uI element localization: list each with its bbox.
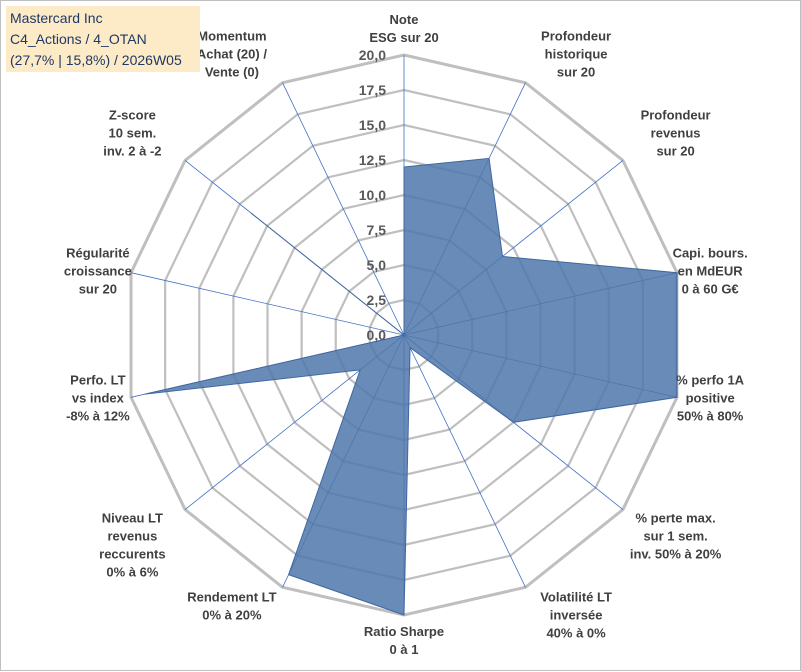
axis-label: Profondeur [641, 108, 711, 123]
axis-label: sur 1 sem. [643, 528, 707, 543]
tick-label: 10,0 [359, 187, 386, 203]
axis-label: % perte max. [636, 510, 716, 525]
axis-label: sur 20 [79, 281, 117, 296]
tick-label: 15,0 [359, 117, 386, 133]
axis-label: Vente (0) [205, 64, 259, 79]
tick-label: 12,5 [359, 152, 386, 168]
axis-label: revenus [107, 528, 157, 543]
axis-label: inv. 50% à 20% [630, 546, 722, 561]
category: C4_Actions / 4_OTAN [10, 31, 147, 47]
axis-label: positive [686, 391, 735, 406]
axis-label: Z-score [109, 108, 156, 123]
axis-label: -8% à 12% [66, 409, 130, 424]
title-box: Mastercard Inc C4_Actions / 4_OTAN (27,7… [6, 6, 200, 72]
axis-label: % perfo 1A [676, 373, 745, 388]
axis-label: Volatilité LT [540, 590, 612, 605]
axis-label: sur 20 [557, 64, 595, 79]
axis-label: 0% à 6% [106, 564, 158, 579]
axis-label: historique [545, 46, 608, 61]
axis-label: en MdEUR [678, 263, 744, 278]
axis-label: Note [390, 12, 419, 27]
axis-spoke [403, 334, 526, 588]
axis-label: 0 à 60 G€ [682, 281, 739, 296]
axis-labels: Note ESG sur 20 Profondeur historique sur 20… [64, 12, 748, 657]
axis-label: 10 sem. [109, 126, 157, 141]
axis-label: revenus [651, 126, 701, 141]
tick-label: 0,0 [367, 327, 387, 343]
axis-label: vs index [72, 391, 125, 406]
axis-label: 50% à 80% [677, 409, 744, 424]
axis-label: Profondeur [541, 28, 611, 43]
axis-label: inversée [550, 608, 603, 623]
axis-label: 0% à 20% [202, 608, 262, 623]
axis-label: Perfo. LT [70, 373, 125, 388]
axis-label: 40% à 0% [546, 626, 606, 641]
axis-label: ESG sur 20 [369, 30, 438, 45]
company-name: Mastercard Inc [10, 10, 103, 26]
axis-label: Régularité [66, 245, 130, 260]
axis-label: reccurents [99, 546, 165, 561]
axis-label: 0 à 1 [390, 642, 419, 657]
axis-label: Capi. bours. [673, 245, 748, 260]
radial-tick-labels: 0,0 2,5 5,0 7,5 10,0 12,5 15,0 17,5 20,0 [359, 47, 386, 343]
axis-label: inv. 2 à -2 [103, 144, 161, 159]
axis-label: Rendement LT [187, 590, 276, 605]
tick-label: 7,5 [367, 222, 387, 238]
tick-label: 20,0 [359, 47, 386, 63]
performance-summary: (27,7% | 15,8%) / 2026W05 [10, 52, 182, 68]
axis-label: Niveau LT [102, 510, 163, 525]
axis-spoke [130, 272, 405, 336]
axis-label: Achat (20) / [197, 46, 267, 61]
axis-label: Momentum [197, 28, 266, 43]
tick-label: 17,5 [359, 82, 386, 98]
axis-label: Ratio Sharpe [364, 624, 444, 639]
series-area [144, 157, 678, 616]
data-series [144, 157, 678, 616]
axis-spoke [282, 82, 405, 336]
axis-label: sur 20 [656, 144, 694, 159]
axis-label: croissance [64, 263, 132, 278]
tick-label: 2,5 [367, 292, 387, 308]
tick-label: 5,0 [367, 257, 387, 273]
